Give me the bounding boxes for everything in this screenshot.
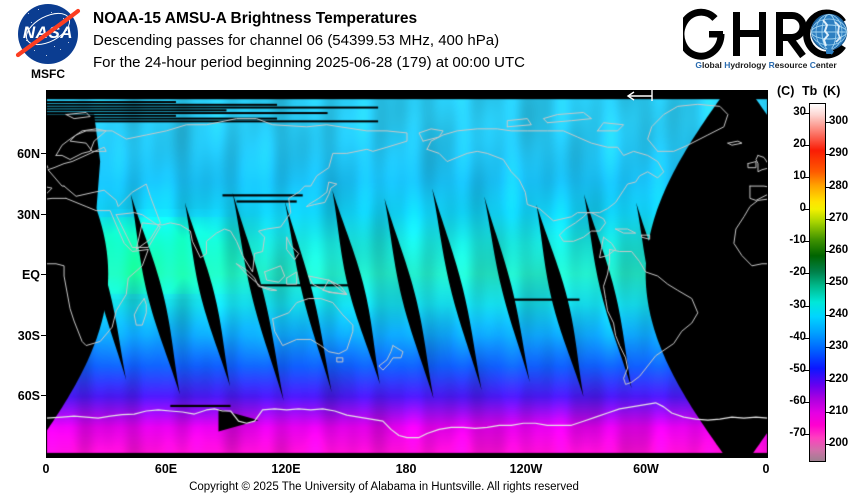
colorbar-celsius-tick-10: -70 — [789, 427, 806, 440]
colorbar-celsius-tick-1: 20 — [793, 137, 806, 150]
copyright-notice: Copyright © 2025 The University of Alaba… — [189, 481, 579, 493]
x-tick-0: 0 — [42, 462, 50, 476]
x-tick-60w: 60W — [633, 462, 659, 476]
x-tick-180: 180 — [395, 462, 417, 476]
nasa-center-label: MSFC — [31, 67, 65, 81]
x-tick-60e: 60E — [154, 462, 178, 476]
y-tick-mark-60s — [41, 395, 46, 396]
colorbar-celsius-tick-4: -10 — [789, 234, 806, 247]
colorbar-celsius-tickmark-3 — [803, 209, 809, 211]
colorbar-unit-celsius: (C) — [777, 84, 795, 98]
colorbar-legend: (C) Tb (K) 30 20 10 0 -10 -20 -30 -40 -50 -60 -70 3… — [775, 84, 854, 469]
nasa-meatball-icon: NASA — [18, 4, 78, 64]
colorbar-kelvin-tickmark-4 — [825, 250, 831, 252]
y-tick-mark-eq — [41, 274, 46, 275]
page-subtitle-channel: Descending passes for channel 06 (54399.… — [93, 32, 500, 49]
colorbar-gradient[interactable] — [809, 103, 826, 462]
colorbar-kelvin-tickmark-0 — [825, 122, 831, 124]
header-banner: NASA MSFC NOAA-15 AMSU-A Brightness Temp… — [0, 0, 854, 90]
colorbar-celsius-tickmark-6 — [803, 305, 809, 307]
colorbar-celsius-tick-3: 0 — [799, 202, 806, 215]
colorbar-celsius-tickmark-5 — [803, 273, 809, 275]
ghrc-wordmark-icon — [683, 8, 848, 60]
y-tick-60s: 60S — [17, 389, 40, 403]
colorbar-celsius-tick-8: -50 — [789, 362, 806, 375]
x-tick-120e: 120E — [271, 462, 301, 476]
colorbar-celsius-tick-2: 10 — [793, 169, 806, 182]
y-tick-mark-60n — [41, 153, 46, 154]
colorbar-kelvin-tickmark-1 — [825, 154, 831, 156]
colorbar-celsius-tick-6: -30 — [789, 298, 806, 311]
colorbar-celsius-tickmark-9 — [803, 402, 809, 404]
colorbar-kelvin-tick-5: 250 — [829, 276, 849, 289]
title-block: NOAA-15 AMSU-A Brightness Temperatures D… — [93, 8, 673, 74]
colorbar-celsius-tick-5: -20 — [789, 266, 806, 279]
page-subtitle-period: For the 24-hour period beginning 2025-06… — [93, 54, 525, 71]
colorbar-kelvin-tick-7: 230 — [829, 340, 849, 353]
colorbar-kelvin-tick-0: 300 — [829, 115, 849, 128]
x-tick-120w: 120W — [509, 462, 543, 476]
brightness-temperature-map[interactable] — [46, 90, 768, 458]
page-title: NOAA-15 AMSU-A Brightness Temperatures — [93, 10, 418, 27]
y-tick-30s: 30S — [17, 329, 40, 343]
colorbar-celsius-tickmark-7 — [803, 337, 809, 339]
colorbar-celsius-tickmark-1 — [803, 144, 809, 146]
colorbar-kelvin-tickmark-7 — [825, 347, 831, 349]
colorbar-celsius-tickmark-4 — [803, 241, 809, 243]
y-tick-30n: 30N — [17, 208, 40, 222]
colorbar-kelvin-tick-8: 220 — [829, 372, 849, 385]
colorbar-kelvin-tickmark-3 — [825, 218, 831, 220]
colorbar-kelvin-tick-6: 240 — [829, 308, 849, 321]
scale-arrow-marker-icon — [626, 90, 653, 101]
nasa-logo: NASA MSFC — [10, 4, 86, 86]
map-plot-area[interactable] — [46, 90, 768, 458]
colorbar-kelvin-tick-1: 290 — [829, 147, 849, 160]
colorbar-kelvin-tickmark-8 — [825, 379, 831, 381]
colorbar-unit-kelvin: (K) — [823, 84, 841, 98]
colorbar-celsius-tickmark-0 — [803, 112, 809, 114]
ghrc-logo: Global Hydrology Resource Center — [683, 6, 849, 80]
colorbar-kelvin-tick-2: 280 — [829, 179, 849, 192]
colorbar-kelvin-tickmark-9 — [825, 411, 831, 413]
x-tick-360: 0 — [762, 462, 770, 476]
colorbar-kelvin-tickmark-5 — [825, 283, 831, 285]
colorbar-celsius-tickmark-8 — [803, 369, 809, 371]
y-tick-mark-30n — [41, 214, 46, 215]
colorbar-celsius-tickmark-10 — [803, 434, 809, 436]
globe-icon — [810, 13, 848, 55]
colorbar-kelvin-tick-10: 200 — [829, 436, 849, 449]
y-tick-mark-30s — [41, 335, 46, 336]
colorbar-kelvin-tickmark-10 — [825, 443, 831, 445]
colorbar-celsius-tick-7: -40 — [789, 330, 806, 343]
nasa-swoosh-icon — [15, 8, 81, 58]
y-tick-60n: 60N — [17, 147, 40, 161]
colorbar-variable-label: Tb — [802, 84, 818, 98]
colorbar-kelvin-tick-4: 260 — [829, 243, 849, 256]
colorbar-kelvin-tick-9: 210 — [829, 404, 849, 417]
colorbar-celsius-tick-0: 30 — [793, 105, 806, 118]
colorbar-celsius-tick-9: -60 — [789, 395, 806, 408]
colorbar-celsius-tickmark-2 — [803, 176, 809, 178]
colorbar-kelvin-tickmark-2 — [825, 186, 831, 188]
y-tick-eq: EQ — [21, 268, 40, 282]
colorbar-kelvin-tick-3: 270 — [829, 211, 849, 224]
ghrc-tagline: Global Hydrology Resource Center — [695, 60, 837, 70]
colorbar-kelvin-tickmark-6 — [825, 315, 831, 317]
